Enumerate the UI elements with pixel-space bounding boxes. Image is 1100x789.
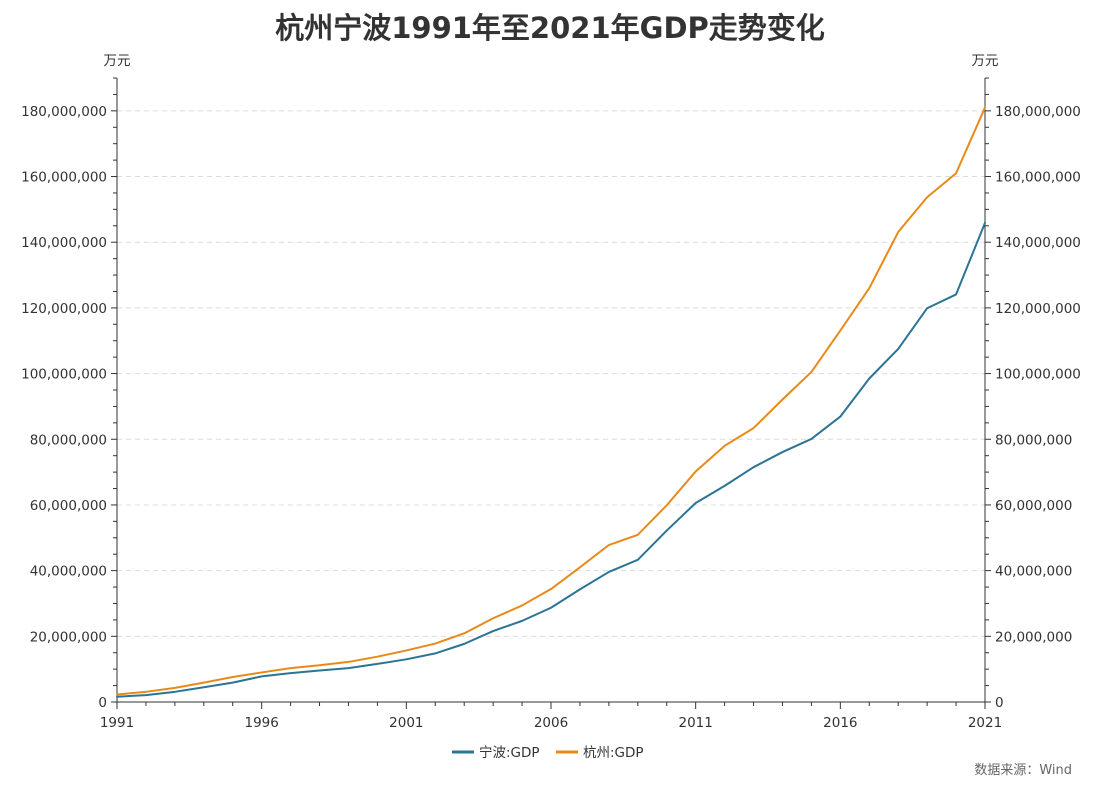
- x-tick-label: 2006: [534, 715, 568, 731]
- y-axis-unit-left: 万元: [104, 53, 131, 69]
- x-tick-label: 1991: [100, 715, 134, 731]
- x-tick-label: 2011: [678, 715, 712, 731]
- x-tick-label: 2021: [968, 715, 1002, 731]
- y-tick-label-left: 20,000,000: [30, 629, 107, 645]
- y-tick-label-left: 100,000,000: [21, 367, 107, 383]
- axes: 0 0 20,000,000 20,000,000 40,000,000 40,000,0…: [21, 53, 1081, 731]
- y-tick-label-left: 180,000,000: [21, 104, 107, 120]
- y-tick-label-right: 80,000,000: [995, 432, 1072, 448]
- chart-title: 杭州宁波1991年至2021年GDP走势变化: [275, 11, 825, 45]
- y-tick-label-right: 0: [995, 695, 1004, 711]
- y-tick-label-right: 180,000,000: [995, 104, 1081, 120]
- y-tick-label-left: 160,000,000: [21, 170, 107, 186]
- y-axis-unit-right: 万元: [972, 53, 999, 69]
- y-tick-label-left: 120,000,000: [21, 301, 107, 317]
- y-tick-label-right: 60,000,000: [995, 498, 1072, 514]
- x-tick-label: 2001: [389, 715, 423, 731]
- y-tick-label-left: 0: [98, 695, 107, 711]
- y-tick-label-right: 120,000,000: [995, 301, 1081, 317]
- legend-label-1: 杭州:GDP: [583, 745, 644, 761]
- y-tick-label-right: 140,000,000: [995, 235, 1081, 251]
- y-tick-label-right: 100,000,000: [995, 367, 1081, 383]
- y-tick-label-left: 80,000,000: [30, 432, 107, 448]
- legend: 宁波:GDP 杭州:GDP: [452, 744, 644, 761]
- series-line-1: [116, 106, 986, 696]
- y-tick-label-left: 60,000,000: [30, 498, 107, 514]
- source-note: 数据来源：Wind: [974, 763, 1072, 778]
- y-tick-label-left: 140,000,000: [21, 235, 107, 251]
- y-tick-label-left: 40,000,000: [30, 564, 107, 580]
- x-tick-label: 2016: [823, 715, 857, 731]
- y-tick-label-right: 160,000,000: [995, 170, 1081, 186]
- series-line-0: [116, 221, 986, 698]
- series-lines: [116, 106, 986, 698]
- legend-label-0: 宁波:GDP: [479, 744, 540, 761]
- y-tick-label-right: 40,000,000: [995, 564, 1072, 580]
- x-tick-label: 1996: [244, 715, 278, 731]
- y-tick-label-right: 20,000,000: [995, 629, 1072, 645]
- gridlines: [117, 110, 985, 637]
